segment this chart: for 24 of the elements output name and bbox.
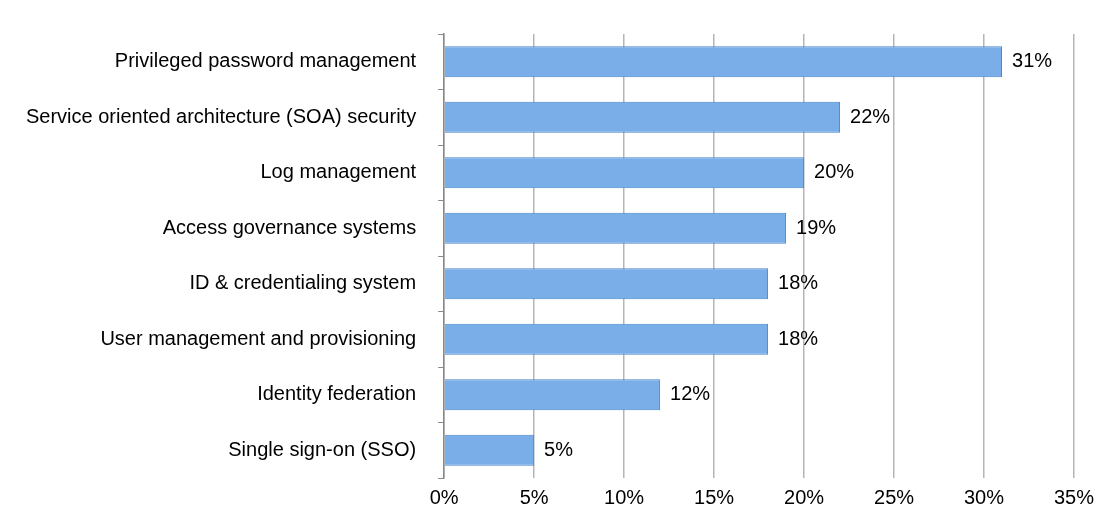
data-label: 18%: [778, 326, 819, 349]
y-tick-label: Log management: [260, 160, 417, 183]
x-tick-label: 15%: [694, 485, 735, 508]
y-tick-label: User management and provisioning: [100, 326, 417, 349]
x-tick-label: 20%: [784, 485, 825, 508]
x-tick-label: 10%: [604, 485, 645, 508]
data-label: 18%: [778, 271, 819, 294]
x-tick-label: 30%: [963, 485, 1005, 508]
data-label: 12%: [670, 382, 711, 405]
y-tick-label: Single sign-on (SSO): [228, 437, 417, 460]
x-tick-label: 5%: [519, 485, 549, 508]
x-tick-label: 0%: [429, 485, 459, 508]
x-tick-label: 35%: [1053, 485, 1095, 508]
y-tick-label: Access governance systems: [162, 215, 417, 238]
y-tick-label: Privileged password management: [114, 49, 417, 72]
data-label: 20%: [814, 160, 855, 183]
y-tick-label: Service oriented architecture (SOA) security: [25, 104, 417, 127]
data-label: 22%: [850, 104, 891, 127]
y-tick-label: Identity federation: [257, 382, 417, 405]
y-tick-label: ID & credentialing system: [189, 271, 417, 294]
data-label: 31%: [1012, 49, 1053, 72]
data-label: 5%: [544, 437, 574, 460]
data-label: 19%: [796, 215, 837, 238]
x-tick-label: 25%: [874, 485, 915, 508]
